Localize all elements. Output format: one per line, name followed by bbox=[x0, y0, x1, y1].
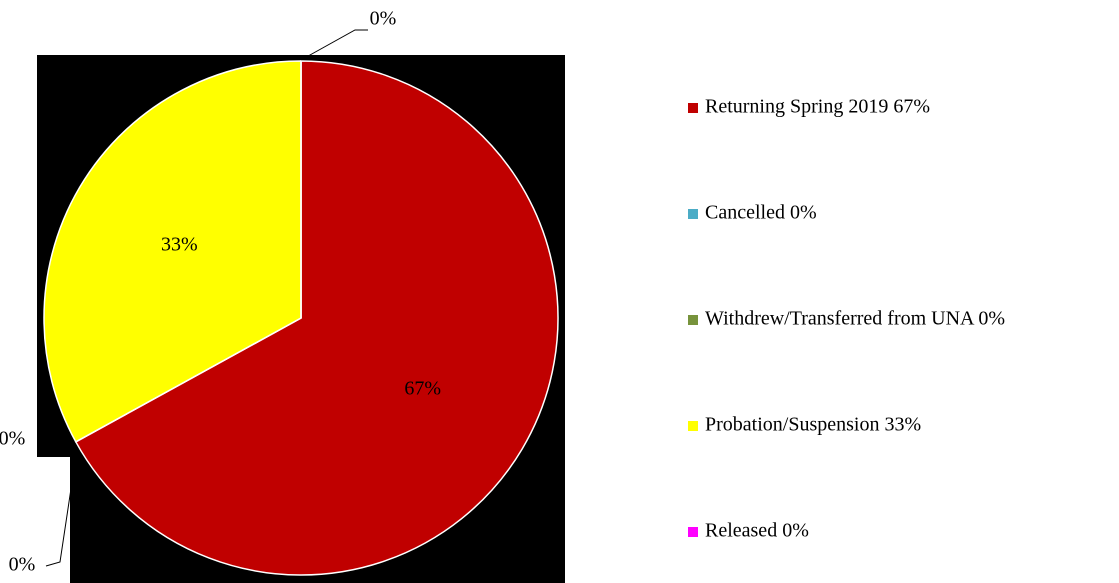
pie-slice bbox=[43, 60, 302, 443]
legend-label: Returning Spring 2019 67% bbox=[705, 96, 930, 118]
pie-slice bbox=[74, 60, 559, 576]
data-label: 0% bbox=[9, 554, 36, 576]
leader-line bbox=[45, 481, 73, 567]
legend-marker bbox=[688, 103, 698, 113]
data-label: 33% bbox=[161, 234, 198, 256]
data-label: 0% bbox=[370, 8, 397, 30]
legend-label: Withdrew/Transferred from UNA 0% bbox=[705, 308, 1005, 330]
legend-marker bbox=[688, 421, 698, 431]
data-label: 0% bbox=[0, 428, 25, 450]
legend-label: Cancelled 0% bbox=[705, 202, 817, 224]
legend-label: Released 0% bbox=[705, 520, 809, 542]
pie bbox=[43, 60, 559, 576]
legend: Returning Spring 2019 67% Cancelled 0% Wit… bbox=[688, 96, 1005, 542]
legend-label: Probation/Suspension 33% bbox=[705, 414, 921, 436]
legend-marker bbox=[688, 209, 698, 219]
legend-marker bbox=[688, 315, 698, 325]
data-labels: 67% 0% 0% 33% 0% bbox=[0, 8, 441, 576]
data-label: 67% bbox=[404, 378, 441, 400]
leader-line bbox=[300, 29, 368, 61]
legend-marker bbox=[688, 527, 698, 537]
